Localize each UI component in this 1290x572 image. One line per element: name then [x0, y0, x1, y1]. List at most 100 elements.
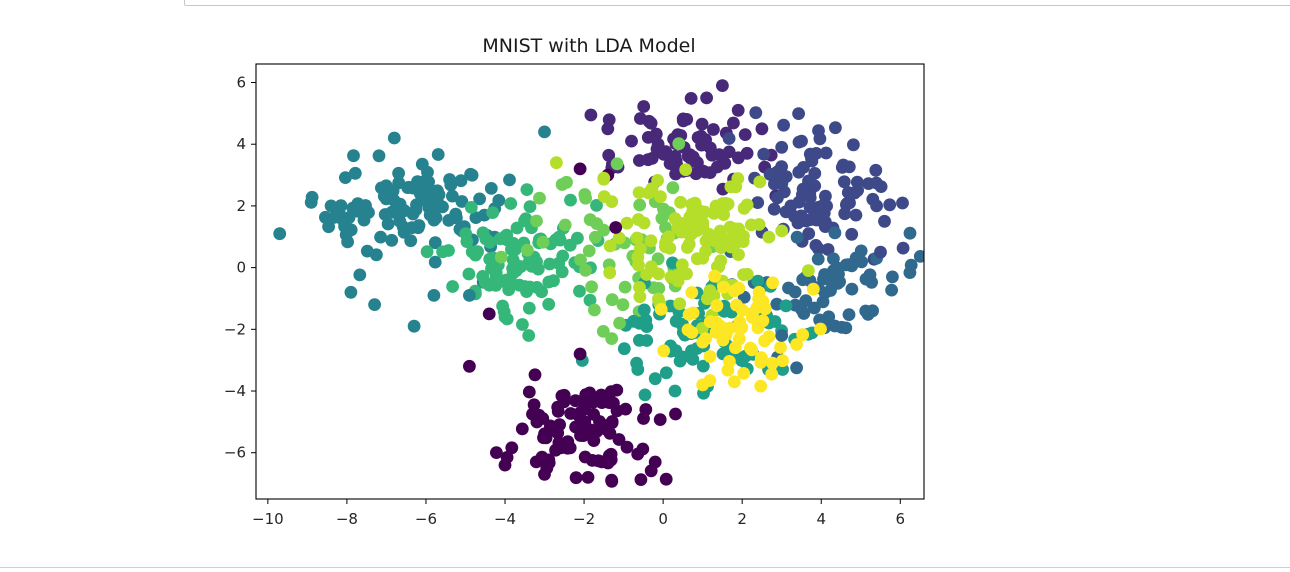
scatter-point-class-2 — [777, 118, 790, 132]
scatter-point-class-7 — [652, 282, 666, 295]
scatter-point-class-0 — [636, 442, 650, 456]
scatter-point-class-4 — [473, 192, 486, 206]
scatter-point-class-4 — [341, 235, 354, 249]
scatter-point-class-4 — [469, 211, 483, 225]
scatter-point-class-8 — [633, 290, 647, 304]
scatter-point-class-1 — [727, 116, 740, 130]
scatter-point-class-8 — [668, 212, 682, 226]
scatter-point-class-0 — [604, 385, 618, 398]
scatter-point-class-4 — [484, 182, 498, 195]
scatter-point-class-4 — [319, 210, 332, 224]
scatter-point-class-3 — [797, 307, 811, 320]
scatter-point-class-9 — [751, 321, 765, 335]
scatter-point-class-7 — [530, 214, 543, 228]
scatter-point-class-7 — [574, 253, 587, 267]
scatter-point-class-5 — [669, 344, 683, 358]
scatter-point-class-3 — [886, 270, 899, 284]
scatter-point-class-5 — [640, 334, 654, 347]
scatter-point-class-0 — [612, 433, 626, 446]
scatter-point-class-4 — [538, 125, 551, 139]
scatter-point-class-2 — [792, 107, 805, 120]
scatter-point-class-8 — [721, 197, 735, 211]
scatter-point-class-0 — [609, 221, 623, 234]
scatter-point-class-8 — [683, 210, 697, 224]
scatter-point-class-0 — [578, 415, 592, 429]
scatter-point-class-8 — [690, 252, 704, 266]
scatter-point-class-3 — [859, 272, 873, 286]
scatter-point-class-0 — [595, 455, 609, 469]
scatter-point-class-2 — [837, 175, 851, 189]
scatter-point-class-0 — [515, 422, 529, 436]
scatter-point-class-7 — [582, 244, 596, 258]
scatter-point-class-3 — [790, 230, 804, 244]
scatter-point-class-8 — [663, 241, 677, 255]
scatter-point-class-0 — [549, 443, 562, 457]
scatter-point-class-2 — [829, 121, 842, 135]
scatter-point-class-9 — [752, 292, 765, 306]
scatter-point-class-8 — [740, 267, 754, 281]
y-tick-label: 2 — [236, 197, 246, 215]
scatter-point-class-8 — [603, 239, 617, 253]
x-tick-label: −10 — [252, 510, 284, 528]
scatter-point-class-3 — [854, 244, 868, 258]
scatter-point-class-8 — [597, 171, 611, 185]
y-tick-label: −4 — [224, 382, 246, 400]
scatter-point-class-1 — [637, 100, 651, 113]
scatter-point-class-2 — [870, 199, 883, 213]
scatter-point-class-1 — [716, 79, 729, 92]
scatter-point-class-8 — [675, 258, 689, 272]
scatter-point-class-1 — [695, 117, 709, 131]
scatter-point-class-6 — [446, 280, 459, 293]
scatter-point-class-1 — [740, 146, 754, 160]
scatter-point-class-0 — [538, 467, 551, 481]
scatter-point-class-1 — [676, 114, 690, 128]
scatter-point-class-2 — [878, 214, 891, 228]
scatter-point-class-0 — [564, 407, 578, 420]
scatter-point-class-8 — [685, 198, 699, 211]
scatter-point-class-6 — [531, 262, 545, 276]
scatter-point-class-4 — [463, 289, 476, 302]
scatter-point-class-4 — [359, 199, 372, 212]
scatter-point-class-7 — [560, 175, 573, 189]
scatter-point-class-9 — [730, 298, 743, 312]
scatter-point-class-0 — [653, 413, 667, 426]
scatter-point-class-3 — [799, 294, 813, 308]
scatter-point-class-3 — [831, 261, 844, 275]
scatter-point-class-7 — [605, 293, 619, 307]
x-tick-label: −8 — [336, 510, 358, 528]
scatter-point-class-4 — [422, 191, 436, 205]
scatter-point-class-0 — [634, 473, 648, 486]
scatter-point-class-3 — [885, 283, 898, 297]
scatter-point-class-8 — [775, 224, 789, 238]
scatter-point-class-4 — [374, 230, 387, 244]
scatter-point-class-8 — [620, 216, 634, 230]
scatter-point-class-8 — [632, 213, 645, 226]
scatter-point-class-2 — [795, 134, 808, 148]
scatter-point-class-3 — [782, 281, 795, 295]
scatter-point-class-6 — [590, 199, 603, 212]
scatter-point-class-2 — [767, 202, 781, 216]
scatter-point-class-8 — [673, 297, 687, 311]
scatter-point-class-7 — [618, 280, 632, 294]
scatter-point-class-4 — [455, 195, 469, 208]
scatter-point-class-4 — [404, 234, 418, 248]
scatter-point-class-9 — [682, 308, 696, 321]
scatter-point-class-8 — [732, 248, 745, 261]
scatter-point-class-2 — [896, 241, 910, 255]
scatter-point-class-7 — [536, 235, 550, 249]
scatter-point-class-4 — [273, 227, 287, 241]
scatter-point-class-2 — [819, 189, 832, 203]
scatter-point-class-9 — [758, 334, 771, 348]
scatter-point-class-8 — [728, 222, 742, 236]
y-tick-label: −2 — [224, 320, 246, 338]
scatter-point-class-2 — [808, 179, 822, 193]
scatter-point-class-7 — [558, 218, 572, 232]
scatter-point-class-8 — [707, 289, 721, 303]
scatter-point-class-8 — [644, 234, 658, 248]
scatter-point-class-9 — [754, 355, 768, 369]
scatter-point-class-3 — [845, 282, 859, 296]
scatter-point-class-9 — [729, 341, 742, 355]
scatter-point-class-2 — [763, 167, 777, 181]
scatter-point-class-6 — [583, 293, 597, 307]
scatter-point-class-5 — [639, 313, 653, 327]
